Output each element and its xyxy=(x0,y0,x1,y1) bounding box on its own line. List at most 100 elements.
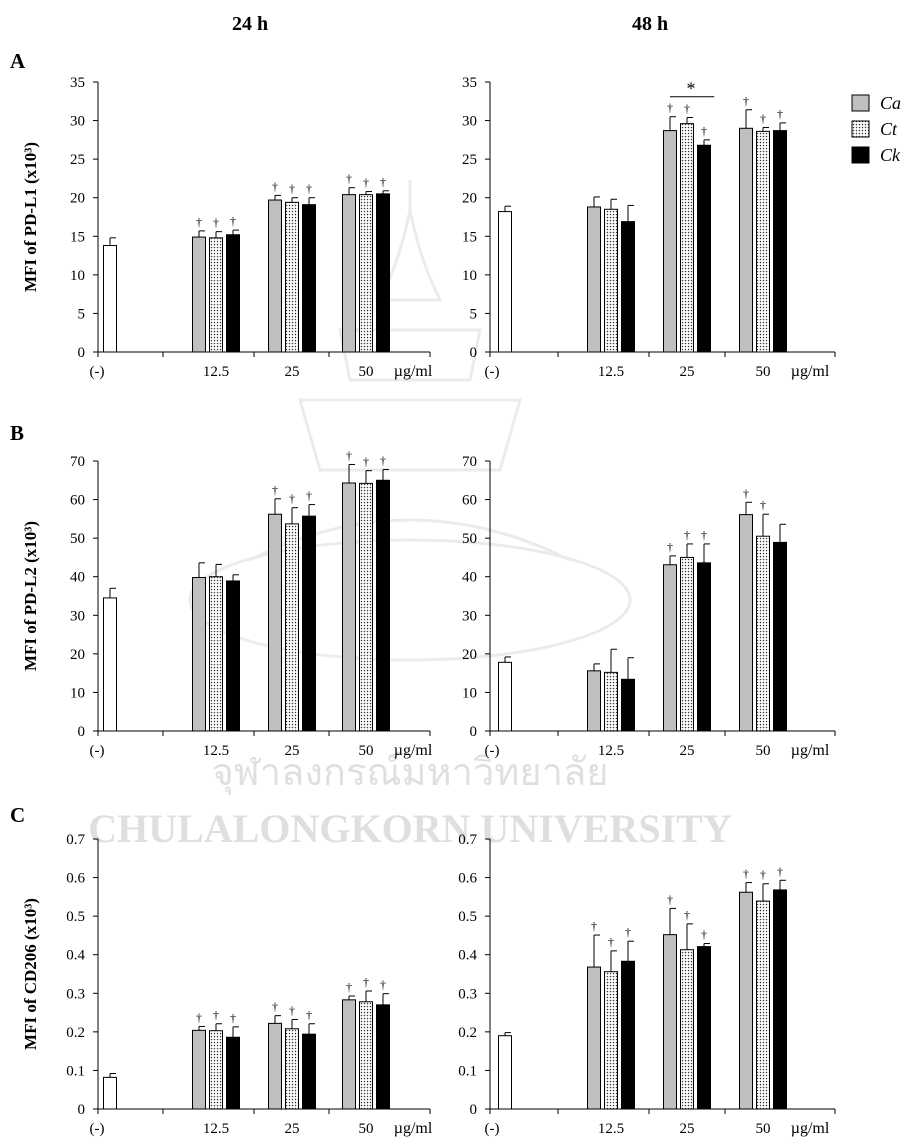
category-label: (-) xyxy=(90,1121,105,1137)
y-tick-label: 0.3 xyxy=(66,986,85,1002)
x-unit-label: µg/ml xyxy=(791,1120,830,1137)
bar-ck xyxy=(302,515,316,732)
category-label: 50 xyxy=(359,1121,374,1137)
y-tick-label: 20 xyxy=(462,191,477,207)
y-tick-label: 35 xyxy=(70,75,85,91)
significance-dagger: † xyxy=(306,182,312,196)
bar-ca xyxy=(587,670,601,732)
bar-ck xyxy=(773,130,787,353)
category-label: (-) xyxy=(90,743,105,759)
significance-dagger: † xyxy=(196,215,202,229)
bar-ct xyxy=(359,1001,373,1110)
panel-label-b: B xyxy=(10,421,24,445)
bar-control xyxy=(103,597,117,732)
legend-label-ck: Ck xyxy=(880,145,901,165)
significance-dagger: † xyxy=(363,455,369,469)
x-unit-label: µg/ml xyxy=(791,363,830,380)
bar-ca xyxy=(663,564,677,732)
bar-ck xyxy=(621,960,635,1110)
y-tick-label: 25 xyxy=(462,152,477,168)
university-watermark xyxy=(188,180,632,662)
significance-dagger: † xyxy=(289,492,295,506)
y-axis-label: MFI of PD-L1 (x10³) xyxy=(21,142,40,292)
category-label: 12.5 xyxy=(203,743,229,759)
chart-b-48h: 0 10 20 30 40 50 60 70 (-) 12.5 25 50 µg/ml † † † † † xyxy=(462,454,836,759)
y-tick-label: 10 xyxy=(70,685,85,701)
bar-ck xyxy=(226,580,240,732)
y-tick-label: 5 xyxy=(470,306,478,322)
bar-ca xyxy=(739,127,753,353)
category-label: 25 xyxy=(680,743,695,759)
significance-dagger: † xyxy=(701,528,707,542)
y-tick-label: 0.7 xyxy=(458,832,477,848)
bar-ca xyxy=(342,482,356,732)
y-tick-label: 60 xyxy=(462,493,477,509)
x-unit-label: µg/ml xyxy=(394,742,433,759)
significance-dagger: † xyxy=(701,928,707,942)
bar-ca xyxy=(192,236,206,353)
category-label: 12.5 xyxy=(598,1121,624,1137)
legend-swatch-ck xyxy=(851,146,870,164)
seal-watermark-icon xyxy=(188,180,632,662)
bar-ct xyxy=(285,523,299,732)
category-label: 25 xyxy=(285,364,300,380)
y-tick-label: 0 xyxy=(470,1102,478,1118)
y-tick-label: 0 xyxy=(78,724,86,740)
significance-dagger: † xyxy=(684,908,690,922)
category-label: 12.5 xyxy=(598,743,624,759)
bar-ct xyxy=(359,194,373,353)
y-tick-label: 0 xyxy=(470,724,478,740)
significance-dagger: † xyxy=(684,528,690,542)
significance-dagger: † xyxy=(667,892,673,906)
significance-dagger: † xyxy=(230,214,236,228)
significance-dagger: † xyxy=(289,182,295,196)
bar-ct xyxy=(604,208,618,353)
category-label: 12.5 xyxy=(203,1121,229,1137)
bar-ck xyxy=(773,889,787,1110)
category-label: 50 xyxy=(756,364,771,380)
bar-ck xyxy=(226,234,240,353)
bar-ct xyxy=(756,130,770,353)
significance-dagger: † xyxy=(380,978,386,992)
bar-ca xyxy=(739,514,753,732)
y-tick-label: 50 xyxy=(70,531,85,547)
y-tick-label: 0.1 xyxy=(458,1063,477,1079)
significance-dagger: † xyxy=(289,1004,295,1018)
y-tick-label: 0 xyxy=(78,345,86,361)
x-unit-label: µg/ml xyxy=(394,363,433,380)
category-label: (-) xyxy=(485,364,500,380)
bar-ca xyxy=(342,999,356,1110)
significance-dagger: † xyxy=(306,1008,312,1022)
y-tick-label: 0.5 xyxy=(66,909,85,925)
bar-ca xyxy=(739,891,753,1110)
y-tick-label: 0.1 xyxy=(66,1063,85,1079)
bar-control xyxy=(498,211,512,353)
category-label: (-) xyxy=(485,1121,500,1137)
bar-ca xyxy=(587,206,601,353)
significance-dagger: † xyxy=(743,867,749,881)
significance-dagger: † xyxy=(760,112,766,126)
significance-dagger: † xyxy=(196,1010,202,1024)
bar-ca xyxy=(192,1029,206,1110)
bar-ck xyxy=(226,1036,240,1110)
y-tick-label: 60 xyxy=(70,493,85,509)
significance-dagger: † xyxy=(272,1000,278,1014)
bar-ck xyxy=(697,144,711,353)
significance-dagger: † xyxy=(667,101,673,115)
category-label: 50 xyxy=(359,743,374,759)
y-tick-label: 0 xyxy=(78,1102,86,1118)
significance-dagger: † xyxy=(760,498,766,512)
legend-label-ct: Ct xyxy=(880,119,898,139)
panel-label-a: A xyxy=(10,49,26,73)
significance-dagger: † xyxy=(743,94,749,108)
y-tick-label: 30 xyxy=(70,608,85,624)
significance-dagger: † xyxy=(684,101,690,115)
bar-ck xyxy=(302,1033,316,1110)
legend-swatch-ct xyxy=(851,120,870,138)
x-unit-label: µg/ml xyxy=(791,742,830,759)
y-axis-label: MFI of CD206 (x10³) xyxy=(21,898,40,1050)
y-tick-label: 10 xyxy=(70,268,85,284)
significance-dagger: † xyxy=(701,124,707,138)
y-tick-label: 70 xyxy=(70,454,85,470)
